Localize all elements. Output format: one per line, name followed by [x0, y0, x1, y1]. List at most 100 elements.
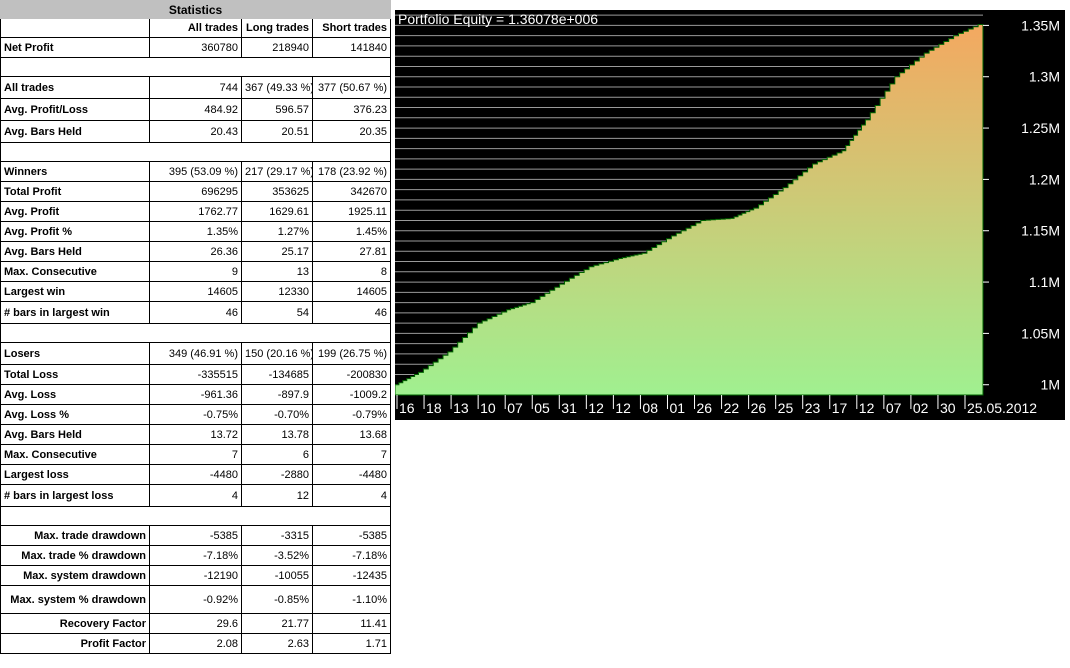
- cell-value: 178 (23.92 %): [311, 161, 392, 182]
- cell-value: -961.36: [149, 384, 242, 405]
- row-label: Avg. Profit: [0, 201, 150, 222]
- x-tick-label: 16: [399, 400, 415, 416]
- row-label: # bars in largest loss: [0, 484, 150, 507]
- cell-value: -4480: [149, 464, 242, 485]
- cell-value: 1762.77: [149, 201, 242, 222]
- cell-value: 141840: [311, 37, 392, 58]
- table-row: # bars in largest win 46 54 46: [0, 301, 392, 324]
- row-label: Total Loss: [0, 364, 150, 385]
- row-label: Losers: [0, 342, 150, 365]
- x-tick-label: 05: [534, 400, 550, 416]
- cell-value: 1629.61: [241, 201, 313, 222]
- spacer-row: [0, 57, 392, 77]
- cell-value: 353625: [241, 181, 313, 202]
- cell-value: 20.35: [311, 120, 392, 143]
- cell-value: 1.35%: [149, 221, 242, 242]
- cell-value: 54: [241, 301, 313, 324]
- x-tick-label: 02: [913, 400, 929, 416]
- row-label: Net Profit: [0, 37, 150, 58]
- cell-value: 6: [241, 444, 313, 465]
- row-label: Max. trade drawdown: [0, 525, 150, 546]
- cell-value: 1.45%: [311, 221, 392, 242]
- cell-value: 4: [311, 484, 392, 507]
- x-tick-label: 08: [642, 400, 658, 416]
- cell-value: -10055: [241, 565, 313, 586]
- spacer-cell: [0, 57, 392, 77]
- cell-value: -0.92%: [149, 585, 242, 614]
- y-tick-label: 1.35M: [1021, 17, 1060, 33]
- x-tick-label: 17: [832, 400, 848, 416]
- x-tick-label: 22: [724, 400, 740, 416]
- table-row: Avg. Profit 1762.77 1629.61 1925.11: [0, 201, 392, 222]
- table-row: Max. system drawdown -12190 -10055 -12435: [0, 565, 392, 586]
- cell-value: 7: [149, 444, 242, 465]
- cell-value: 29.6: [149, 613, 242, 634]
- statistics-table: Statistics All trades Long trades Short tra…: [0, 0, 392, 654]
- stats-header-row: All trades Long trades Short trades: [0, 18, 392, 38]
- table-row: Avg. Profit/Loss 484.92 596.57 376.23: [0, 98, 392, 121]
- cell-value: -5385: [149, 525, 242, 546]
- spacer-cell: [0, 142, 392, 162]
- table-row: Max. system % drawdown -0.92% -0.85% -1.10%: [0, 585, 392, 614]
- x-tick-label: 18: [426, 400, 442, 416]
- cell-value: 46: [311, 301, 392, 324]
- row-label: Max. Consecutive: [0, 444, 150, 465]
- cell-value: 696295: [149, 181, 242, 202]
- table-row: Max. Consecutive 7 6 7: [0, 444, 392, 465]
- spacer-cell: [0, 323, 392, 343]
- cell-value: 376.23: [311, 98, 392, 121]
- row-label: Avg. Bars Held: [0, 120, 150, 143]
- table-row: Profit Factor 2.08 2.63 1.71: [0, 633, 392, 654]
- x-tick-label: 01: [669, 400, 685, 416]
- y-tick-label: 1.1M: [1029, 274, 1060, 290]
- cell-value: -4480: [311, 464, 392, 485]
- x-tick-label: 26: [751, 400, 767, 416]
- row-label: Avg. Bars Held: [0, 424, 150, 445]
- cell-value: 1.71: [311, 633, 392, 654]
- cell-value: -335515: [149, 364, 242, 385]
- table-row: Net Profit 360780 218940 141840: [0, 37, 392, 58]
- column-header: All trades: [149, 18, 242, 38]
- table-row: Avg. Profit % 1.35% 1.27% 1.45%: [0, 221, 392, 242]
- cell-value: 377 (50.67 %): [311, 76, 392, 99]
- column-header: Long trades: [241, 18, 313, 38]
- table-row: Winners 395 (53.09 %) 217 (29.17 %) 178 (23…: [0, 161, 392, 182]
- table-row: Avg. Bars Held 20.43 20.51 20.35: [0, 120, 392, 143]
- row-label: Winners: [0, 161, 150, 182]
- cell-value: 13.68: [311, 424, 392, 445]
- column-header: Short trades: [311, 18, 392, 38]
- row-label: Max. system % drawdown: [0, 585, 150, 614]
- cell-value: 360780: [149, 37, 242, 58]
- table-row: Max. Consecutive 9 13 8: [0, 261, 392, 282]
- cell-value: -0.70%: [241, 404, 313, 425]
- cell-value: 744: [149, 76, 242, 99]
- portfolio-equity-chart: 1M 1.05M 1.1M 1.15M 1.2M 1.25M 1.3M 1.35M 16 18 1…: [395, 10, 1065, 420]
- cell-value: 150 (20.16 %): [241, 342, 313, 365]
- cell-value: -3315: [241, 525, 313, 546]
- cell-value: 13.72: [149, 424, 242, 445]
- cell-value: -7.18%: [311, 545, 392, 566]
- x-tick-label: 12: [588, 400, 604, 416]
- row-label: Max. trade % drawdown: [0, 545, 150, 566]
- cell-value: 9: [149, 261, 242, 282]
- cell-value: 27.81: [311, 241, 392, 262]
- y-tick-label: 1.2M: [1029, 171, 1060, 187]
- row-label: Avg. Loss: [0, 384, 150, 405]
- cell-value: 1925.11: [311, 201, 392, 222]
- cell-value: -0.79%: [311, 404, 392, 425]
- x-tick-label: 25: [778, 400, 794, 416]
- table-row: Avg. Bars Held 13.72 13.78 13.68: [0, 424, 392, 445]
- equity-area: [395, 24, 984, 396]
- stats-title: Statistics: [0, 0, 392, 19]
- cell-value: 2.63: [241, 633, 313, 654]
- cell-value: 13.78: [241, 424, 313, 445]
- cell-value: 349 (46.91 %): [149, 342, 242, 365]
- x-tick-label: 25.05.2012: [967, 400, 1037, 416]
- cell-value: 395 (53.09 %): [149, 161, 242, 182]
- table-row: # bars in largest loss 4 12 4: [0, 484, 392, 507]
- cell-value: 342670: [311, 181, 392, 202]
- cell-value: 484.92: [149, 98, 242, 121]
- cell-value: -2880: [241, 464, 313, 485]
- cell-value: 13: [241, 261, 313, 282]
- column-header: [0, 18, 150, 38]
